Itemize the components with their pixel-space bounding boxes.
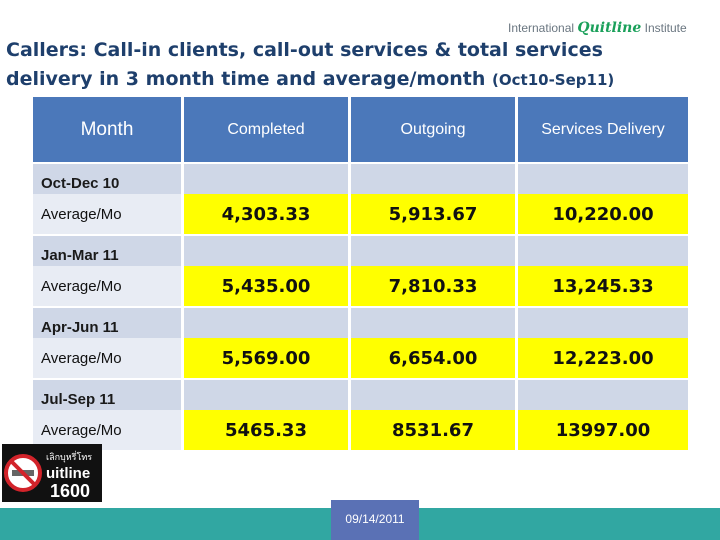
outgoing-value: 8531.67 (351, 410, 515, 450)
outgoing-value: 7,810.33 (351, 266, 515, 306)
services-delivery-value: 12,223.00 (518, 338, 688, 378)
period-label: Jan-Mar 11 (33, 234, 181, 266)
completed-value: 5,435.00 (184, 266, 348, 306)
title-date-range: (Oct10-Sep11) (492, 71, 615, 89)
logo-name: uitline (46, 465, 90, 482)
period-row: Jul-Sep 11 (33, 378, 688, 410)
row-label: Average/Mo (33, 410, 181, 450)
quitline-institute-logo: International Quitline Institute (508, 20, 687, 42)
title-line-2-text: delivery in 3 month time and average/mon… (6, 68, 486, 90)
services-delivery-value: 13997.00 (518, 410, 688, 450)
average-row: Average/Mo 5,435.00 7,810.33 13,245.33 (33, 266, 688, 306)
logo-thai-text: เลิกบุหรี่โทร (46, 450, 92, 463)
period-label: Jul-Sep 11 (33, 378, 181, 410)
average-row: Average/Mo 4,303.33 5,913.67 10,220.00 (33, 194, 688, 234)
period-row: Oct-Dec 10 (33, 162, 688, 194)
period-row: Apr-Jun 11 (33, 306, 688, 338)
services-delivery-value: 10,220.00 (518, 194, 688, 234)
slide-title: Callers: Call-in clients, call-out servi… (6, 36, 718, 95)
period-label: Oct-Dec 10 (33, 162, 181, 194)
row-label: Average/Mo (33, 194, 181, 234)
completed-value: 5465.33 (184, 410, 348, 450)
header-completed: Completed (184, 97, 348, 162)
row-label: Average/Mo (33, 266, 181, 306)
services-delivery-value: 13,245.33 (518, 266, 688, 306)
completed-value: 4,303.33 (184, 194, 348, 234)
logo-prefix: International (508, 21, 575, 35)
logo-brand: Quitline (577, 20, 642, 36)
header-outgoing: Outgoing (351, 97, 515, 162)
outgoing-value: 6,654.00 (351, 338, 515, 378)
average-row: Average/Mo 5,569.00 6,654.00 12,223.00 (33, 338, 688, 378)
completed-value: 5,569.00 (184, 338, 348, 378)
outgoing-value: 5,913.67 (351, 194, 515, 234)
logo-number: 1600 (50, 481, 90, 501)
header-month: Month (33, 97, 181, 162)
call-statistics-table: Month Completed Outgoing Services Delive… (30, 97, 691, 450)
row-label: Average/Mo (33, 338, 181, 378)
title-line-1: Callers: Call-in clients, call-out servi… (6, 39, 603, 61)
average-row: Average/Mo 5465.33 8531.67 13997.00 (33, 410, 688, 450)
logo-suffix: Institute (644, 21, 687, 35)
quitline-1600-logo: เลิกบุหรี่โทร uitline 1600 (2, 444, 102, 502)
date-box (331, 500, 419, 540)
prohibition-slash (9, 459, 37, 487)
table-header-row: Month Completed Outgoing Services Delive… (33, 97, 688, 162)
period-row: Jan-Mar 11 (33, 234, 688, 266)
footer-date: 09/14/2011 (345, 512, 405, 526)
title-line-2: delivery in 3 month time and average/mon… (6, 65, 718, 95)
period-label: Apr-Jun 11 (33, 306, 181, 338)
header-services-delivery: Services Delivery (518, 97, 688, 162)
